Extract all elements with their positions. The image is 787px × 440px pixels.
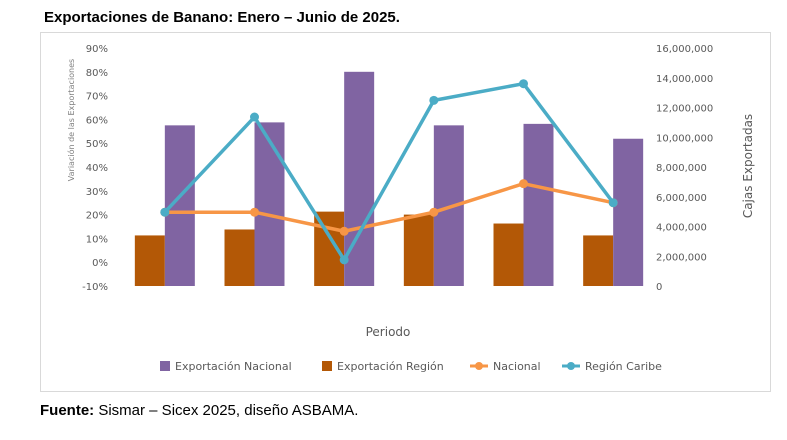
left-tick-label: 40% [86,163,108,174]
right-tick-label: 16,000,000 [656,44,713,55]
left-tick-label: 20% [86,211,108,222]
bar-exportacion-region [314,211,345,286]
bar-exportacion-region [583,235,614,286]
legend-marker-nacional [475,362,483,370]
left-tick-label: 60% [86,115,108,126]
right-tick-label: 8,000,000 [656,163,707,174]
point-region-caribe [339,255,349,265]
bar-exportacion-region [224,229,255,286]
legend-marker-region-caribe [567,362,575,370]
source-text: Sismar – Sicex 2025, diseño ASBAMA. [94,402,359,419]
legend-swatch-exportacion-region [322,361,332,371]
source-label: Fuente: [40,402,95,419]
line-region-caribe [163,81,615,262]
bar-exportacion-region [493,223,524,286]
point-nacional [429,207,439,217]
point-region-caribe [160,207,170,217]
point-nacional [250,207,259,217]
left-tick-label: -10% [82,282,108,293]
right-tick-label: 10,000,000 [656,133,713,144]
x-axis-title: Periodo [366,325,411,339]
left-tick-label: 70% [86,92,108,103]
chart-title: Exportaciones de Banano: Enero – Junio d… [44,9,400,26]
bar-exportacion-nacional [613,138,644,286]
left-axis-title: Variación de las Exportaciones [66,59,76,181]
legend-label-nacional: Nacional [493,360,541,373]
right-tick-label: 0 [656,282,662,293]
legend-swatch-exportacion-nacional [160,361,170,371]
point-region-caribe [429,95,439,105]
left-tick-label: 30% [86,187,108,198]
combo-chart: 90% 80% 70% 60% 50% 40% 30% 20% 10% 0% -10% 16,000,… [66,44,755,373]
right-axis-title: Cajas Exportadas [741,114,755,218]
point-region-caribe [608,198,618,208]
line-nacional [164,181,614,234]
left-tick-label: 80% [86,68,108,79]
legend-label-exportacion-region: Exportación Región [337,360,444,373]
legend-label-exportacion-nacional: Exportación Nacional [175,360,292,373]
left-tick-label: 90% [86,44,108,55]
left-tick-label: 10% [86,234,108,245]
right-tick-label: 6,000,000 [656,193,707,204]
point-region-caribe [250,112,259,122]
left-tick-label: 50% [86,139,108,150]
right-tick-label: 4,000,000 [656,223,707,234]
left-tick-label: 0% [92,258,108,269]
point-nacional [519,179,528,189]
right-tick-label: 12,000,000 [656,104,713,115]
point-nacional [339,226,349,236]
bar-exportacion-nacional [523,123,554,286]
source-note: Fuente: Sismar – Sicex 2025, diseño ASBA… [40,402,358,419]
bar-exportacion-nacional [254,122,285,286]
right-tick-label: 14,000,000 [656,74,713,85]
right-tick-label: 2,000,000 [656,252,707,263]
bar-exportacion-region [403,214,434,286]
bar-exportacion-region [134,235,165,286]
point-region-caribe [519,79,528,89]
legend-label-region-caribe: Región Caribe [585,360,662,373]
